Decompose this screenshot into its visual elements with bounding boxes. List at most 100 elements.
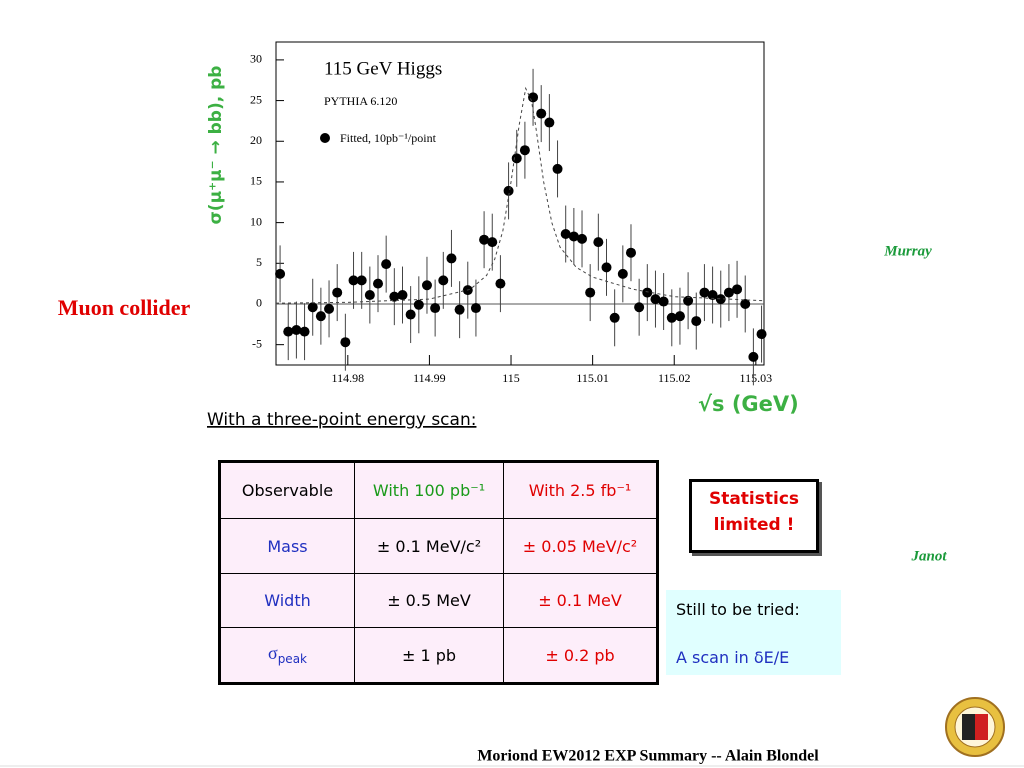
data-point — [691, 316, 702, 327]
data-point — [275, 268, 286, 279]
legend-marker — [320, 133, 330, 143]
data-point — [381, 259, 392, 270]
data-point — [593, 237, 604, 248]
todo-title: Still to be tried: — [676, 600, 800, 619]
data-point — [732, 284, 743, 295]
annotation: PYTHIA 6.120 — [324, 94, 397, 108]
todo-note: Still to be tried: A scan in δE/E — [666, 590, 841, 675]
x-tick-label: 115 — [502, 371, 520, 385]
logo — [945, 697, 1005, 757]
data-point — [315, 311, 326, 322]
y-tick-label: 15 — [250, 174, 262, 188]
data-point — [373, 278, 384, 289]
x-axis-label: √s (GeV) — [698, 392, 799, 416]
row-label: Width — [219, 573, 355, 628]
caption: With a three-point energy scan: — [207, 410, 476, 430]
statistics-note: Statistics limited ! — [689, 479, 819, 553]
note-line: limited ! — [713, 515, 795, 535]
y-tick-label: 5 — [256, 255, 262, 269]
data-point — [511, 153, 522, 164]
y-axis-label: σ(μ⁺μ⁻ → bb), pb — [206, 66, 226, 225]
data-point — [642, 287, 653, 298]
cell: ± 0.05 MeV/c² — [503, 518, 658, 574]
x-tick-label: 114.99 — [413, 371, 446, 385]
data-point — [536, 108, 547, 119]
data-point — [650, 294, 661, 305]
data-point — [560, 229, 571, 240]
side-label: Muon collider — [58, 295, 191, 320]
results-table: Observable With 100 pb⁻¹ With 2.5 fb⁻¹ M… — [218, 460, 659, 685]
note-line: Statistics — [708, 489, 800, 509]
data-point — [405, 309, 416, 320]
x-tick-label: 115.01 — [576, 371, 609, 385]
data-point — [324, 303, 335, 314]
credit: Murray — [883, 243, 932, 259]
y-tick-label: 30 — [250, 52, 262, 66]
data-point — [585, 287, 596, 298]
legend-label: Fitted, 10pb⁻¹/point — [340, 131, 437, 145]
data-point — [715, 294, 726, 305]
data-point — [348, 275, 359, 286]
data-point — [552, 163, 563, 174]
row-label-symbol: σ — [267, 643, 278, 664]
row-label: Mass — [219, 518, 355, 574]
data-point — [479, 234, 490, 245]
data-point — [438, 275, 449, 286]
data-point — [528, 92, 539, 103]
data-point — [658, 296, 669, 307]
data-point — [446, 253, 457, 264]
y-tick-label: 10 — [250, 214, 262, 228]
y-tick-label: -5 — [252, 336, 262, 350]
x-tick-label: 115.02 — [658, 371, 691, 385]
data-point — [299, 326, 310, 337]
data-point — [340, 337, 351, 348]
data-point — [748, 351, 759, 362]
data-point — [740, 298, 751, 309]
data-point — [634, 302, 645, 313]
cell: ± 1 pb — [354, 627, 504, 684]
data-point — [389, 291, 400, 302]
data-point — [397, 290, 408, 301]
data-point — [568, 231, 579, 242]
data-point — [332, 287, 343, 298]
data-point — [454, 304, 465, 315]
fit-curve — [275, 86, 765, 304]
data-point — [519, 145, 530, 156]
x-tick-label: 114.98 — [332, 371, 365, 385]
data-point — [601, 262, 612, 273]
data-point — [487, 237, 498, 248]
y-tick-label: 20 — [250, 133, 262, 147]
data-point — [707, 290, 718, 301]
data-point — [421, 280, 432, 291]
row-label-sub: peak — [277, 652, 307, 667]
chart: -5 0 5 10 15 20 25 30 114.98 114.99 115 115.01 115.0… — [206, 41, 799, 416]
data-point — [430, 303, 441, 314]
data-point — [617, 268, 628, 279]
data-point — [307, 302, 318, 313]
data-point — [666, 312, 677, 323]
todo-text: A scan in δE/E — [676, 648, 790, 667]
data-point — [683, 295, 694, 306]
data-point — [699, 287, 710, 298]
y-tick-label: 25 — [250, 92, 262, 106]
header-cell: With 100 pb⁻¹ — [354, 461, 504, 519]
data-point — [283, 326, 294, 337]
data-point — [413, 299, 424, 310]
row-label: σpeak — [219, 627, 355, 684]
footer: Moriond EW2012 EXP Summary -- Alain Blon… — [477, 748, 819, 765]
data-point — [503, 185, 514, 196]
data-point — [291, 325, 302, 336]
data-point — [723, 287, 734, 298]
data-point — [364, 290, 375, 301]
data-point — [625, 247, 636, 258]
data-point — [470, 303, 481, 314]
data-point — [756, 329, 767, 340]
data-point — [577, 233, 588, 244]
cell: ± 0.1 MeV/c² — [354, 518, 504, 574]
header-cell: With 2.5 fb⁻¹ — [503, 461, 658, 519]
credit: Janot — [910, 548, 947, 564]
cell: ± 0.5 MeV — [354, 573, 504, 628]
y-tick-label: 0 — [256, 296, 262, 310]
